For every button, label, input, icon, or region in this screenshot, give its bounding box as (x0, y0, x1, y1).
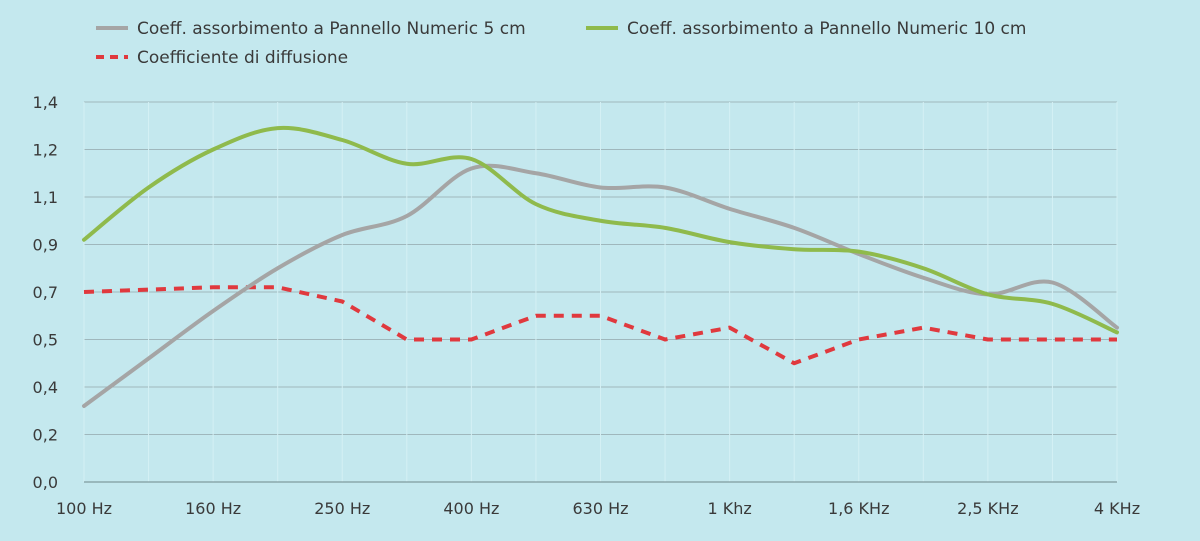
x-tick-label: 630 Hz (572, 499, 628, 518)
series-line-2 (82, 125, 1119, 335)
x-tick-label: 2,5 KHz (957, 499, 1018, 518)
y-tick-label: 0,2 (33, 426, 58, 445)
axes: 0,0 0,2 0,4 0,5 0,7 0,9 1,1 1,2 1,4 100 Hz 160 Hz 2… (33, 93, 1141, 518)
legend-label-1: Coeff. assorbimento a Pannello Numeric 5… (137, 19, 526, 39)
y-tick-label: 0,4 (33, 378, 58, 397)
x-tick-label: 400 Hz (443, 499, 499, 518)
y-tick-label: 1,2 (33, 141, 58, 160)
legend: Coeff. assorbimento a Pannello Numeric 5… (96, 19, 1026, 68)
grid-lines (83, 101, 1118, 483)
x-tick-label: 100 Hz (56, 499, 112, 518)
x-tick-label: 1 Khz (707, 499, 751, 518)
x-tick-label: 1,6 KHz (828, 499, 889, 518)
x-tick-label: 250 Hz (314, 499, 370, 518)
legend-label-2: Coeff. assorbimento a Pannello Numeric 1… (627, 19, 1026, 39)
x-tick-label: 4 KHz (1094, 499, 1140, 518)
y-tick-label: 1,1 (33, 188, 58, 207)
legend-label-3: Coefficiente di diffusione (137, 48, 348, 68)
y-tick-label: 1,4 (33, 93, 58, 112)
series-line-1 (82, 163, 1119, 408)
series-lines (82, 125, 1119, 408)
x-tick-label: 160 Hz (185, 499, 241, 518)
y-tick-label: 0,9 (33, 236, 58, 255)
y-tick-label: 0,7 (33, 283, 58, 302)
y-tick-label: 0,5 (33, 331, 58, 350)
y-tick-label: 0,0 (33, 473, 58, 492)
